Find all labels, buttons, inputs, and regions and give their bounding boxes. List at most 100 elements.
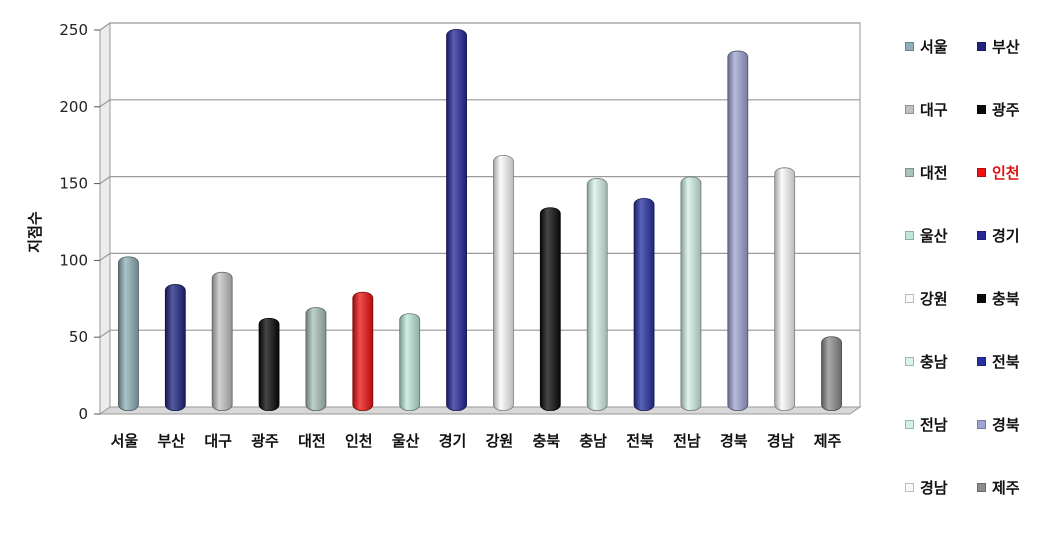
bar xyxy=(118,256,139,411)
bars xyxy=(118,29,842,411)
legend-label: 충북 xyxy=(992,290,1020,308)
legend-label: 경북 xyxy=(992,416,1020,434)
legend-swatch xyxy=(977,357,986,366)
legend-label: 대전 xyxy=(920,164,948,182)
legend-swatch xyxy=(977,42,986,51)
x-tick-label: 강원 xyxy=(486,432,514,450)
legend-row: 전남 경북 xyxy=(905,414,1050,477)
legend-item: 경남 xyxy=(905,477,977,498)
y-axis-ticks: 0 50 100 150 200 250 xyxy=(59,21,100,423)
legend-row: 울산 경기 xyxy=(905,225,1050,288)
legend-swatch xyxy=(977,294,986,303)
legend-swatch xyxy=(905,168,914,177)
legend-item: 인천 xyxy=(977,162,1049,183)
bar xyxy=(305,307,327,411)
bar xyxy=(493,155,514,411)
legend-item: 부산 xyxy=(977,36,1049,57)
legend-swatch xyxy=(905,105,914,114)
x-axis-labels: 서울 부산 대구 광주 대전 인천 울산 경기 강원 충북 충남 전북 전남 경북 경남 제주 xyxy=(111,432,842,450)
legend-swatch xyxy=(905,357,914,366)
bar xyxy=(727,50,749,411)
legend-item: 대전 xyxy=(905,162,977,183)
legend-swatch xyxy=(977,483,986,492)
legend-item: 경기 xyxy=(977,225,1049,246)
legend-label: 광주 xyxy=(992,101,1020,119)
legend-swatch xyxy=(977,105,986,114)
legend-item: 충북 xyxy=(977,288,1049,309)
legend-row: 충남 전북 xyxy=(905,351,1050,414)
legend-label: 대구 xyxy=(920,101,948,119)
bar xyxy=(352,291,374,411)
legend-label: 경남 xyxy=(920,479,948,497)
bar xyxy=(446,29,467,411)
legend-swatch xyxy=(977,420,986,429)
x-tick-label: 부산 xyxy=(158,432,186,450)
gridline-side xyxy=(99,329,111,338)
legend-item: 광주 xyxy=(977,99,1049,120)
legend-row: 경남 제주 xyxy=(905,477,1050,540)
bar xyxy=(774,167,796,411)
x-tick-label: 경기 xyxy=(439,432,467,450)
gridline-side xyxy=(99,176,111,185)
y-tick-label: 150 xyxy=(59,175,88,193)
bar xyxy=(680,176,702,411)
x-tick-label: 대전 xyxy=(298,432,326,450)
bar xyxy=(539,207,561,411)
gridline-side xyxy=(99,99,111,108)
bar xyxy=(633,198,655,411)
x-tick-label: 울산 xyxy=(392,432,420,450)
x-tick-label: 광주 xyxy=(251,432,279,450)
y-tick-label: 250 xyxy=(59,21,88,39)
legend-label: 서울 xyxy=(920,38,948,56)
y-tick-label: 50 xyxy=(69,328,88,346)
bar-chart: 0 50 100 150 200 250 서울 부산 대구 광주 대전 인천 울산 경기 강원 충북 충남 전북… xyxy=(26,21,862,450)
x-tick-label: 충북 xyxy=(533,432,561,450)
y-tick-label: 100 xyxy=(59,251,88,269)
legend-row: 대구 광주 xyxy=(905,99,1050,162)
x-tick-label: 경남 xyxy=(767,432,795,450)
x-tick-label: 전북 xyxy=(626,432,654,450)
y-tick-label: 200 xyxy=(59,98,88,116)
legend-item: 울산 xyxy=(905,225,977,246)
legend-item: 제주 xyxy=(977,477,1049,498)
legend-swatch xyxy=(905,294,914,303)
plot-area xyxy=(98,22,862,415)
legend-item: 전북 xyxy=(977,351,1049,372)
legend-row: 강원 충북 xyxy=(905,288,1050,351)
legend-label: 충남 xyxy=(920,353,948,371)
legend-swatch xyxy=(905,42,914,51)
x-tick-label: 전남 xyxy=(673,432,701,450)
bar xyxy=(586,178,608,411)
x-tick-label: 경북 xyxy=(720,432,748,450)
legend-item: 서울 xyxy=(905,36,977,57)
legend-item: 경북 xyxy=(977,414,1049,435)
legend-label: 경기 xyxy=(992,227,1020,245)
gridline-side xyxy=(99,22,111,31)
x-tick-label: 서울 xyxy=(111,432,139,450)
legend-row: 서울 부산 xyxy=(905,36,1050,99)
legend-item: 대구 xyxy=(905,99,977,120)
y-tick-label: 0 xyxy=(78,405,88,423)
legend-swatch xyxy=(977,231,986,240)
x-tick-label: 충남 xyxy=(579,432,607,450)
legend-label: 제주 xyxy=(992,479,1020,497)
legend-swatch xyxy=(905,420,914,429)
bar xyxy=(399,313,421,411)
x-tick-label: 제주 xyxy=(814,432,842,450)
bar xyxy=(821,336,842,411)
x-tick-label: 인천 xyxy=(345,432,373,450)
legend-label: 울산 xyxy=(920,227,948,245)
x-tick-label: 대구 xyxy=(204,432,232,450)
legend-item: 강원 xyxy=(905,288,977,309)
y-axis-label: 지점수 xyxy=(26,211,44,253)
legend-label: 전북 xyxy=(992,353,1020,371)
gridline-side xyxy=(99,252,111,261)
legend-swatch xyxy=(977,168,986,177)
legend-item: 충남 xyxy=(905,351,977,372)
bar xyxy=(211,271,233,411)
legend-label: 인천 xyxy=(992,164,1020,182)
legend-label: 전남 xyxy=(920,416,948,434)
legend-row: 대전 인천 xyxy=(905,162,1050,225)
legend-label: 강원 xyxy=(920,290,948,308)
